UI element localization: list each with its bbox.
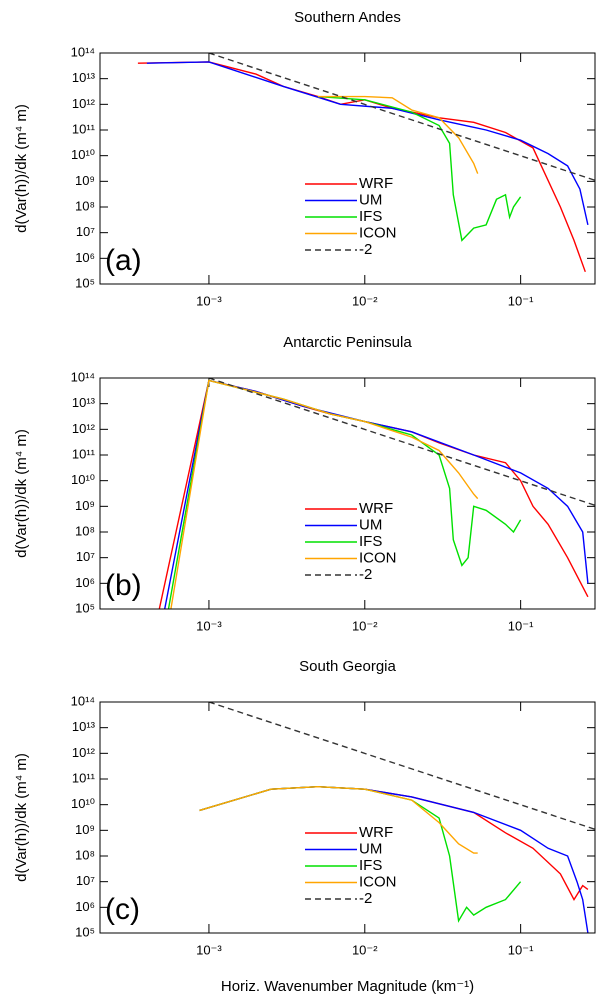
y-tick-label: 10¹² (72, 745, 96, 760)
y-axis-label: d(Var(h))/dk (m⁴ m) (13, 104, 30, 233)
lines (137, 53, 595, 273)
legend-label: ICON (359, 873, 397, 890)
y-tick-label: 10¹³ (72, 395, 96, 410)
series-line (164, 379, 589, 609)
series-line (317, 95, 522, 242)
panel-label: (c) (105, 893, 140, 926)
y-tick-label: 10⁸ (75, 198, 95, 213)
panel-label: (b) (105, 569, 142, 602)
y-tick-label: 10¹² (72, 421, 96, 436)
panel: Southern Andes d(Var(h))/dk (m⁴ m) 10⁵ 10⁶ 1… (13, 9, 596, 308)
y-tick-label: 10⁵ (75, 924, 95, 939)
legend-label: UM (359, 516, 382, 533)
y-tick-label: 10¹⁰ (71, 472, 95, 487)
x-tick-label: 10⁻³ (196, 618, 222, 633)
y-tick-label: 10¹² (72, 96, 96, 111)
x-axis-label: Horiz. Wavenumber Magnitude (km⁻¹) (221, 978, 474, 995)
plot-frame (99, 52, 596, 285)
y-tick-label: 10⁸ (75, 847, 95, 862)
lines (199, 702, 595, 933)
y-tick-label: 10¹⁴ (71, 369, 95, 384)
y-tick-label: 10¹¹ (72, 770, 96, 785)
series-line (208, 702, 595, 830)
y-tick-label: 10¹³ (72, 719, 96, 734)
lines (158, 378, 595, 609)
y-tick-label: 10⁹ (75, 498, 95, 513)
panel-label: (a) (105, 244, 142, 277)
series-line (199, 785, 478, 854)
panel-title: Antarctic Peninsula (283, 334, 412, 351)
y-axis-label: d(Var(h))/dk (m⁴ m) (13, 753, 30, 882)
y-tick-label: 10⁵ (75, 275, 95, 290)
series-line (170, 379, 479, 609)
y-tick-label: 10¹¹ (72, 121, 96, 136)
y-tick-label: 10¹⁰ (71, 796, 95, 811)
series-line (146, 61, 589, 226)
panel-title: South Georgia (299, 658, 396, 675)
legend-label: WRF (359, 500, 393, 517)
y-tick-label: 10⁹ (75, 822, 95, 837)
y-axis-label: d(Var(h))/dk (m⁴ m) (13, 429, 30, 558)
series-line (158, 379, 589, 609)
panel: Antarctic Peninsula d(Var(h))/dk (m⁴ m) 10… (13, 334, 596, 633)
y-tick-label: 10⁶ (75, 250, 95, 265)
y-tick-label: 10⁷ (76, 549, 95, 564)
legend-label: IFS (359, 533, 382, 550)
series-line (208, 378, 595, 506)
y-tick-label: 10⁶ (75, 575, 95, 590)
legend-label: -2 (359, 890, 372, 907)
plot-frame (99, 377, 596, 610)
x-tick-label: 10⁻¹ (508, 293, 534, 308)
y-tick-label: 10⁶ (75, 899, 95, 914)
legend-label: IFS (359, 857, 382, 874)
x-tick-label: 10⁻² (352, 942, 378, 957)
y-tick-label: 10⁷ (76, 224, 95, 239)
x-tick-label: 10⁻² (352, 618, 378, 633)
plot-frame (99, 701, 596, 934)
legend-label: ICON (359, 549, 397, 566)
series-line (199, 785, 589, 933)
y-tick-label: 10¹³ (72, 70, 96, 85)
legend-label: -2 (359, 241, 372, 258)
y-tick-label: 10⁹ (75, 173, 95, 188)
legend-label: IFS (359, 208, 382, 225)
x-tick-label: 10⁻³ (196, 293, 222, 308)
x-tick-label: 10⁻¹ (508, 942, 534, 957)
y-tick-label: 10¹⁰ (71, 147, 95, 162)
y-tick-label: 10⁵ (75, 600, 95, 615)
y-tick-label: 10¹⁴ (71, 693, 95, 708)
series-line (317, 95, 479, 174)
legend-label: UM (359, 840, 382, 857)
series-line (167, 379, 522, 609)
y-tick-label: 10⁷ (76, 873, 95, 888)
legend-label: UM (359, 191, 382, 208)
panel-title: Southern Andes (294, 9, 401, 26)
y-tick-label: 10¹⁴ (71, 44, 95, 59)
legend-label: -2 (359, 566, 372, 583)
x-tick-label: 10⁻¹ (508, 618, 534, 633)
legend-label: ICON (359, 224, 397, 241)
x-tick-label: 10⁻² (352, 293, 378, 308)
panel: South Georgia d(Var(h))/dk (m⁴ m) Horiz. W… (13, 658, 596, 995)
series-line (208, 53, 595, 181)
y-tick-label: 10¹¹ (72, 446, 96, 461)
x-tick-label: 10⁻³ (196, 942, 222, 957)
legend-label: WRF (359, 824, 393, 841)
legend-label: WRF (359, 175, 393, 192)
y-tick-label: 10⁸ (75, 523, 95, 538)
